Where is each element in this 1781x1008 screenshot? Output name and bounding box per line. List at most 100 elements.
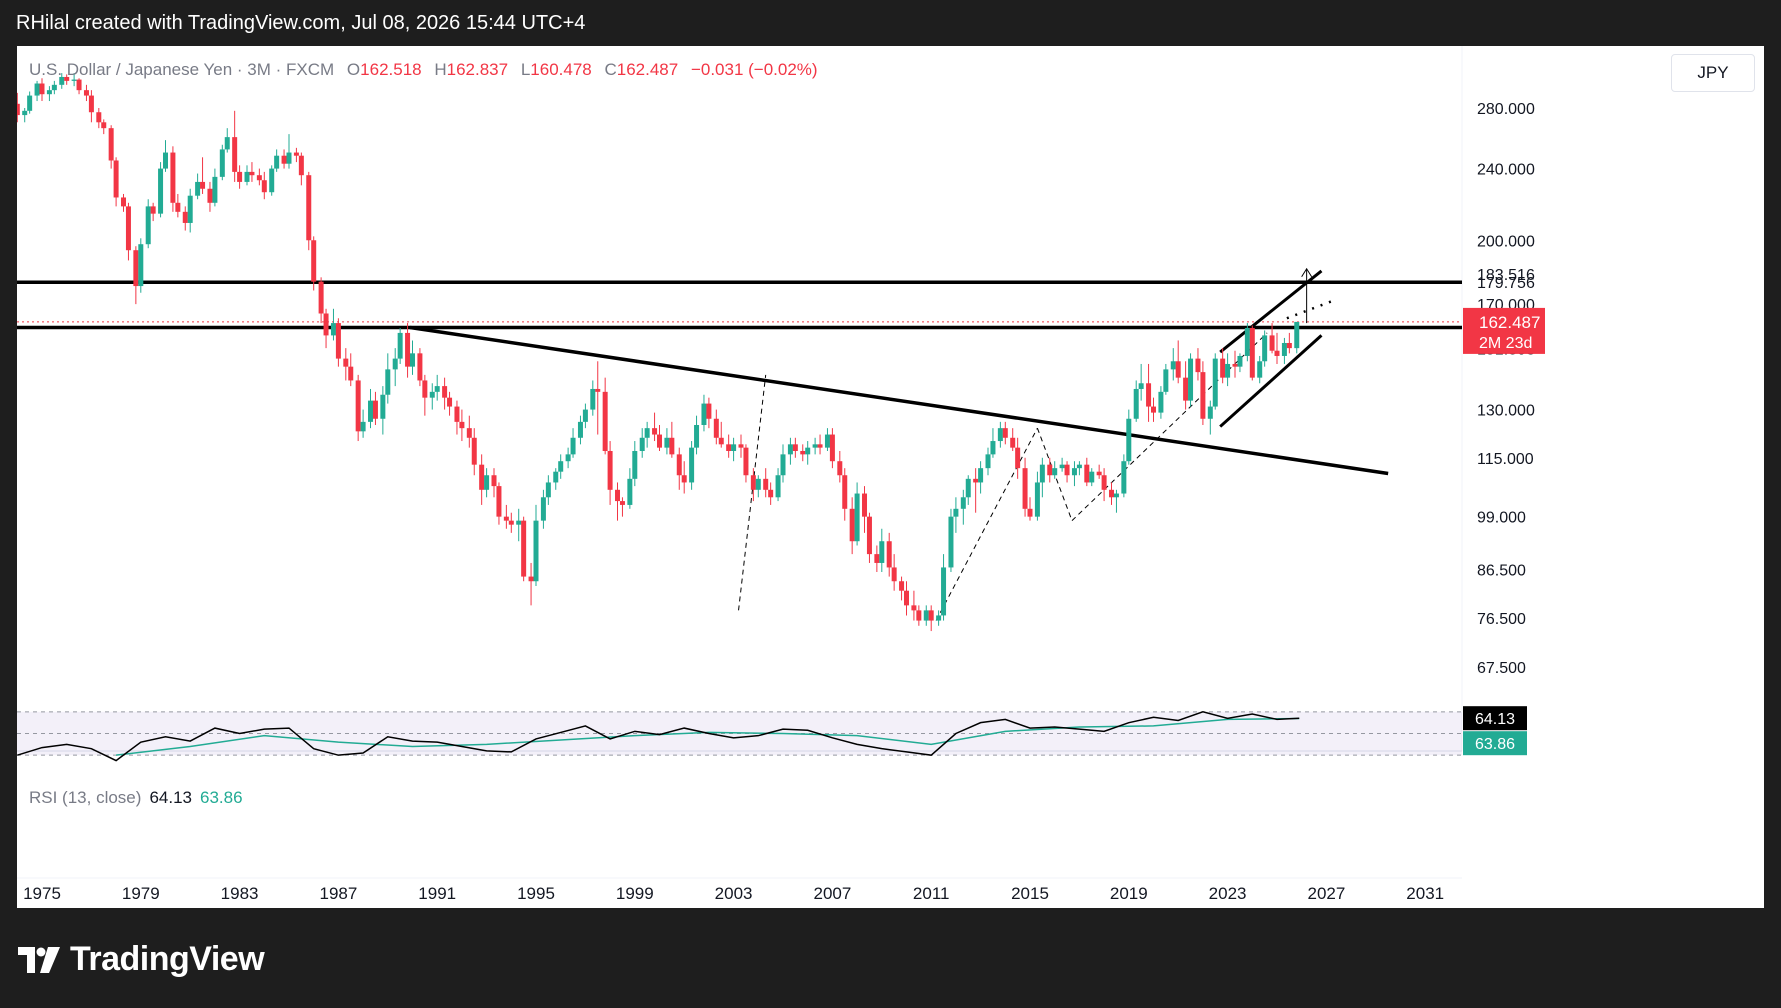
symbol-legend: U.S. Dollar / Japanese Yen · 3M · FXCM O… [29, 60, 818, 80]
candle-down [792, 444, 798, 451]
candle-up [219, 149, 225, 177]
channel-upper-line [1219, 269, 1323, 354]
candle-down [862, 493, 868, 517]
candle-up [545, 482, 551, 498]
rsi-title[interactable]: RSI (13, close) [29, 788, 142, 807]
candle-down [466, 428, 472, 438]
rsi-value: 64.13 [149, 788, 192, 807]
candle-down [121, 197, 127, 207]
candle-up [1294, 321, 1300, 349]
candle-down [125, 206, 131, 251]
candle-up [274, 155, 280, 169]
candle-up [1188, 358, 1194, 401]
candle-down [17, 103, 20, 116]
candle-down [1002, 428, 1008, 438]
rsi-value-tag [1463, 706, 1527, 731]
price-tick-label: 76.500 [1477, 611, 1526, 628]
candle-down [343, 358, 349, 367]
price-chart[interactable]: 280.000240.000200.000170.000130.000115.0… [17, 46, 1764, 908]
candle-up [1039, 464, 1045, 483]
candle-up [644, 428, 650, 438]
candle-up [212, 176, 218, 203]
candle-up [755, 478, 761, 490]
candle-up [694, 424, 700, 448]
candle-up [953, 508, 959, 517]
candle-up [997, 428, 1003, 442]
brand-label: TradingView [70, 940, 265, 978]
last-price-tag [1463, 307, 1545, 354]
candle-up [34, 83, 40, 96]
candle-up [775, 475, 781, 498]
candle-up [385, 369, 391, 395]
candle-up [1212, 358, 1218, 407]
candle-down [503, 516, 509, 521]
candle-down [1232, 363, 1238, 367]
candle-down [422, 380, 428, 398]
rsi-value-tag-label: 64.13 [1475, 711, 1515, 728]
candle-down [899, 581, 905, 591]
candle-up [824, 434, 830, 448]
candle-up [960, 497, 966, 509]
candle-down [372, 400, 378, 419]
candle-up [1170, 361, 1176, 370]
candle-up [429, 391, 435, 398]
candle-down [442, 386, 448, 398]
candle-up [923, 610, 929, 621]
close-value: 162.487 [616, 60, 679, 79]
candle-down [916, 610, 922, 621]
candle-down [1286, 342, 1292, 349]
candle-down [348, 366, 354, 381]
candle-countdown-label: 2M 23d [1479, 335, 1532, 352]
candle-down [39, 83, 45, 95]
candle-down [1015, 447, 1021, 469]
chart-panel: 280.000 240.000 200.000 170.000 130.000 115.0… [17, 46, 1764, 908]
price-tick-label: 240.000 [1477, 162, 1535, 179]
candle-down [726, 444, 732, 451]
candle-down [800, 450, 806, 455]
candle-up [27, 95, 33, 111]
candle-down [652, 428, 658, 435]
candle-up [1059, 464, 1065, 469]
candle-down [837, 461, 843, 476]
candle-up [1244, 327, 1250, 356]
time-tick-label: 2011 [913, 884, 950, 903]
candle-down [681, 475, 687, 483]
candle-down [1101, 475, 1107, 490]
candle-down [417, 353, 423, 381]
price-tick-label: 115.000 [1477, 451, 1534, 468]
candle-down [182, 211, 188, 223]
candle-down [101, 122, 107, 129]
last-price-label: 162.487 [1479, 313, 1540, 332]
candle-up [731, 444, 737, 451]
candle-down [454, 406, 460, 422]
candle-up [1138, 383, 1144, 389]
candle-down [96, 112, 102, 123]
tradingview-brand[interactable]: TradingView [18, 940, 265, 979]
candle-up [516, 520, 522, 525]
candle-up [51, 84, 57, 91]
candle-down [1175, 361, 1181, 378]
candle-down [891, 567, 897, 582]
candle-down [306, 175, 312, 241]
candle-down [1151, 406, 1156, 413]
chart-caption: RHilal created with TradingView.com, Jul… [16, 12, 586, 34]
projection-dashed-line [738, 374, 767, 611]
candle-up [71, 79, 77, 81]
projection-dashed-line [935, 427, 1038, 621]
candle-down [763, 478, 769, 490]
candle-down [619, 501, 625, 505]
candle-down [311, 240, 317, 282]
candle-down [298, 155, 304, 176]
candle-down [928, 610, 934, 621]
candle-up [590, 388, 596, 410]
symbol-title[interactable]: U.S. Dollar / Japanese Yen · 3M · FXCM [29, 60, 335, 79]
candle-down [1022, 468, 1028, 509]
candle-up [1237, 355, 1243, 367]
candle-down [1084, 464, 1090, 483]
candle-down [83, 90, 89, 96]
candle-down [607, 450, 613, 490]
time-tick-label: 2003 [715, 884, 753, 903]
candle-down [829, 434, 835, 462]
candle-up [1052, 468, 1058, 476]
currency-button[interactable]: JPY [1671, 54, 1755, 92]
